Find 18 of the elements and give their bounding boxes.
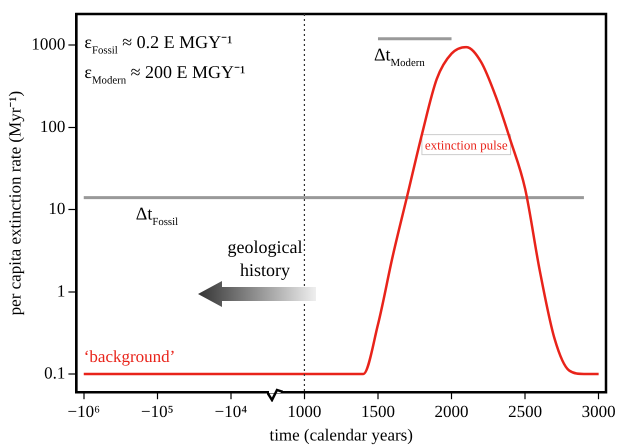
x-axis-title: time (calendar years) bbox=[269, 425, 413, 444]
x-tick-label: 3000 bbox=[582, 402, 616, 421]
x-tick-label: 2000 bbox=[434, 402, 469, 421]
annotation: extinction pulse bbox=[424, 138, 508, 153]
x-tick-label: −10⁵ bbox=[141, 402, 174, 421]
y-tick-label: 1 bbox=[56, 281, 66, 300]
y-tick-label: 1000 bbox=[31, 34, 66, 54]
x-tick-label: −10⁴ bbox=[214, 402, 248, 421]
annotation: ‘background’ bbox=[84, 347, 176, 366]
x-tick-label: 1000 bbox=[287, 402, 322, 421]
x-tick-label: −10⁶ bbox=[68, 402, 100, 421]
y-tick-label: 10 bbox=[48, 199, 66, 218]
x-tick-label: 2500 bbox=[508, 402, 542, 421]
x-tick-label: 1500 bbox=[360, 402, 395, 421]
annotation: geological history bbox=[228, 237, 302, 280]
y-axis-title: per capita extinction rate (Myr⁻¹) bbox=[6, 90, 25, 316]
y-tick-label: 100 bbox=[40, 116, 66, 136]
y-tick-label: 0.1 bbox=[44, 363, 66, 382]
